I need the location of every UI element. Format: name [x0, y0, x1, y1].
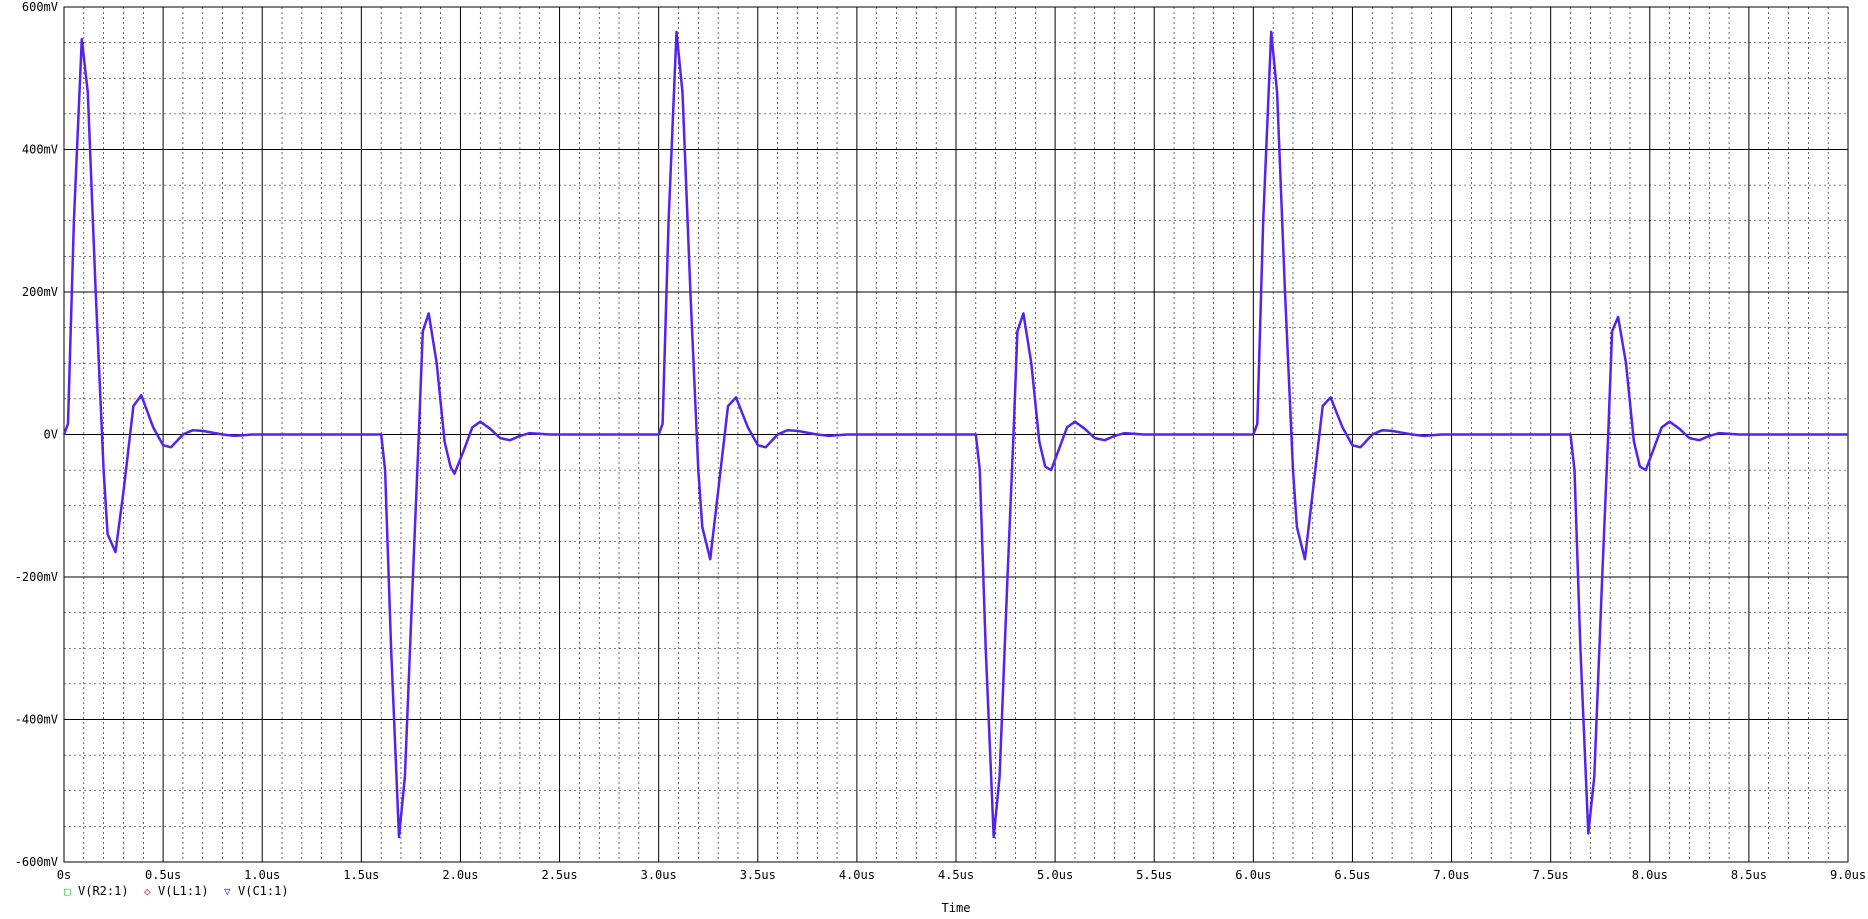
- x-tick-label: 6.0us: [1235, 868, 1271, 882]
- y-tick-label: 600mV: [22, 0, 58, 14]
- y-tick-labels: 600mV 400mV 200mV 0V -200mV -400mV -600mV: [15, 0, 58, 869]
- series-layer: [62, 30, 1848, 839]
- y-tick-label: 200mV: [22, 285, 58, 299]
- x-tick-label: 3.5us: [740, 868, 776, 882]
- x-tick-label: 8.5us: [1731, 868, 1767, 882]
- x-tick-label: 5.0us: [1037, 868, 1073, 882]
- legend-marker-icon: ▽: [224, 885, 231, 898]
- x-tick-label: 2.5us: [541, 868, 577, 882]
- legend-marker-icon: ◇: [144, 885, 151, 898]
- y-tick-label: 0V: [44, 428, 58, 442]
- legend-entry-label: V(L1:1): [158, 884, 209, 898]
- x-tick-label: 0.5us: [145, 868, 181, 882]
- x-tick-label: 6.5us: [1334, 868, 1370, 882]
- x-tick-label: 9.0us: [1830, 868, 1866, 882]
- x-tick-label: 8.0us: [1632, 868, 1668, 882]
- legend: □ V(R2:1) ◇ V(L1:1) ▽ V(C1:1): [64, 884, 289, 898]
- x-tick-label: 3.0us: [641, 868, 677, 882]
- x-tick-labels: 0s 0.5us 1.0us 1.5us 2.0us 2.5us 3.0us 3.5us 4.0…: [57, 868, 1866, 882]
- x-tick-label: 5.5us: [1136, 868, 1172, 882]
- x-tick-label: 7.5us: [1533, 868, 1569, 882]
- x-tick-label: 4.0us: [839, 868, 875, 882]
- x-tick-label: 2.0us: [442, 868, 478, 882]
- x-tick-label: 4.5us: [938, 868, 974, 882]
- legend-marker-icon: □: [64, 885, 71, 898]
- y-tick-label: 400mV: [22, 143, 58, 157]
- legend-entry-label: V(C1:1): [238, 884, 289, 898]
- x-axis-label: Time: [942, 901, 971, 915]
- x-tick-label: 1.0us: [244, 868, 280, 882]
- y-tick-label: -600mV: [15, 855, 58, 869]
- x-tick-label: 1.5us: [343, 868, 379, 882]
- x-tick-label: 0s: [57, 868, 71, 882]
- y-tick-label: -200mV: [15, 570, 58, 584]
- series-line-v-c1-1-: [62, 30, 1848, 839]
- y-tick-label: -400mV: [15, 713, 58, 727]
- x-tick-label: 7.0us: [1433, 868, 1469, 882]
- legend-entry-label: V(R2:1): [78, 884, 129, 898]
